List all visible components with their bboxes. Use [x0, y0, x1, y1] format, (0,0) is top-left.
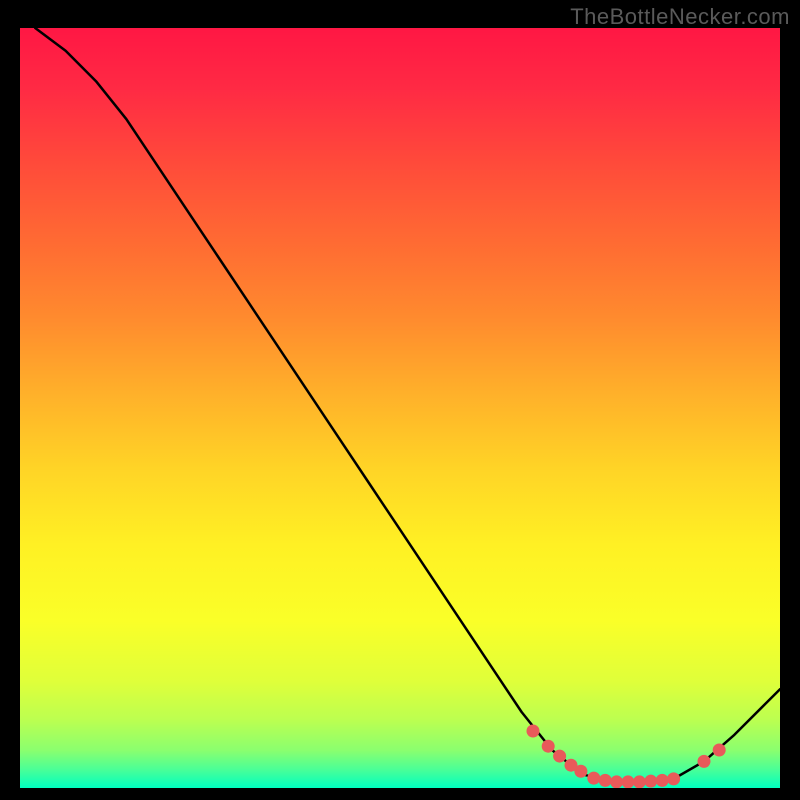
watermark-text: TheBottleNecker.com — [570, 4, 790, 30]
marker-point — [587, 772, 600, 785]
marker-point — [656, 774, 669, 787]
marker-point — [633, 775, 646, 788]
marker-point — [667, 772, 680, 785]
gradient-background — [20, 28, 780, 788]
marker-point — [599, 774, 612, 787]
marker-point — [713, 744, 726, 757]
marker-point — [574, 765, 587, 778]
marker-point — [527, 725, 540, 738]
marker-point — [698, 755, 711, 768]
marker-point — [553, 750, 566, 763]
marker-point — [644, 775, 657, 788]
marker-point — [610, 775, 623, 788]
bottleneck-chart — [20, 28, 780, 788]
chart-svg — [20, 28, 780, 788]
marker-point — [542, 740, 555, 753]
marker-point — [622, 775, 635, 788]
